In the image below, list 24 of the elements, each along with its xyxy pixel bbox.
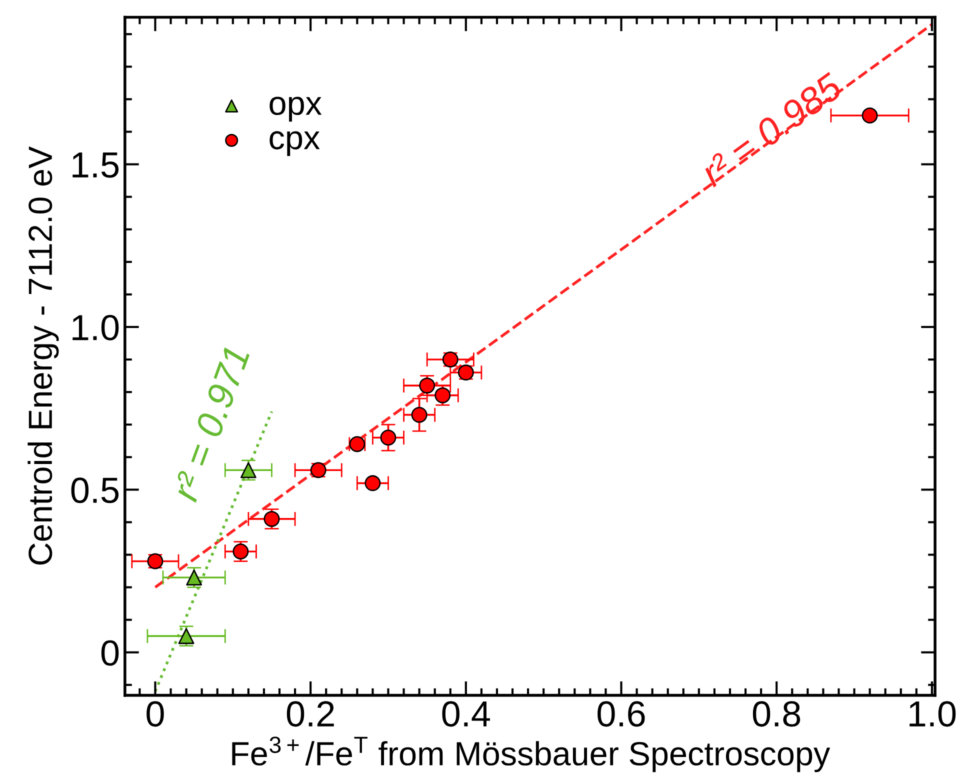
point: [240, 462, 256, 478]
annotation: r² = 0.971: [171, 346, 250, 503]
y-axis-title: Centroid Energy - 7112.0 eV: [28, 146, 59, 565]
point: [862, 108, 878, 124]
y-tick-label: 1.5: [72, 152, 119, 178]
legend-label: cpx: [270, 131, 320, 156]
x-tick-label: 0: [146, 701, 164, 727]
x-tick-label: 0.6: [598, 701, 645, 727]
y-tick-label: 0.5: [71, 478, 119, 504]
x-tick-label: 0.8: [752, 701, 800, 727]
point: [178, 628, 194, 644]
point: [186, 570, 202, 586]
point: [380, 430, 396, 446]
point: [264, 510, 280, 527]
x-tick-label: 0.2: [286, 701, 334, 727]
x-tick-label: 0.4: [442, 701, 490, 727]
y-tick-label: 0: [101, 640, 119, 666]
legend-label: opx: [270, 96, 322, 122]
x-axis-title: Fe$^{3+}$/Fe$^{T}$ from Mössbauer Spectroscopy: [232, 736, 830, 772]
point: [411, 406, 428, 423]
point: [364, 475, 381, 492]
point: [232, 544, 249, 560]
x-tick-label: 1.0: [910, 701, 956, 727]
y-tick-label: 1.0: [72, 314, 119, 340]
